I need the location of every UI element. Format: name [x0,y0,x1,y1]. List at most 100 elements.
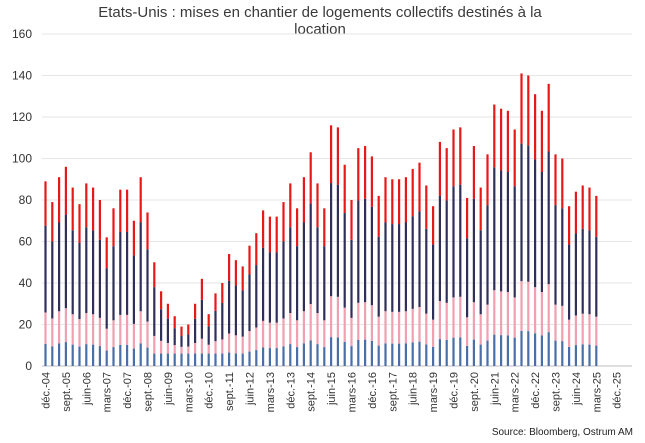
bar-segment [547,83,550,152]
bar-segment [268,216,271,253]
bar-segment [330,296,333,338]
bar-segment [479,230,482,315]
bar-segment [581,313,584,345]
x-tick-label: mars-10 [183,372,195,412]
bar-23 [200,278,203,366]
chart-title-line-1: Etats-Unis : mises en chantier de logeme… [98,4,542,21]
bar-segment [207,353,210,366]
bar-segment [350,239,353,318]
bar-segment [200,299,203,339]
bar-segment [377,345,380,366]
bar-segment [173,345,176,354]
bar-67 [500,108,503,366]
bar-segment [241,353,244,366]
bar-segment [452,186,455,298]
x-tick-label: sept.-23 [551,372,563,412]
bar-segment [119,189,122,232]
bar-segment [166,353,169,366]
bar-segment [105,328,108,351]
bar-segment [296,246,299,321]
bar-segment [384,343,387,366]
bar-segment [64,308,67,343]
bar-segment [547,332,550,366]
bar-15 [146,212,149,366]
x-tick-label: mars-19 [428,372,440,412]
bar-segment [234,260,237,286]
bar-46 [357,148,360,366]
bar-16 [153,262,156,366]
bar-segment [268,348,271,366]
bar-59 [445,148,448,366]
bar-40 [316,183,319,366]
bar-segment [180,336,183,347]
bar-80 [588,187,591,366]
bar-segment [200,338,203,354]
bar-segment [166,342,169,354]
bar-segment [554,304,557,341]
bar-segment [540,172,543,292]
bar-segment [241,336,244,354]
bar-segment [289,344,292,366]
bar-segment [357,148,360,201]
bar-segment [554,205,557,305]
bar-segment [44,343,47,366]
bar-34 [275,216,278,366]
bar-64 [479,187,482,366]
bar-segment [275,216,278,253]
bar-segment [466,317,469,346]
x-tick-label: déc.-16 [367,372,379,409]
bar-segment [316,344,319,366]
bar-segment [105,237,108,269]
bar-segment [336,296,339,338]
bar-segment [126,189,129,232]
bar-segment [343,307,346,342]
bar-61 [459,127,462,366]
bar-segment [398,343,401,366]
bar-segment [187,353,190,366]
bar-8 [98,200,101,366]
bar-segment [214,310,217,342]
bar-58 [438,141,441,366]
y-tick-label: 40 [19,276,33,290]
y-tick-label: 120 [12,110,32,124]
bar-segment [228,253,231,281]
bar-4 [71,187,74,366]
bar-segment [411,308,414,343]
bar-segment [506,110,509,173]
bar-segment [377,195,380,237]
bar-20 [180,326,183,366]
bar-75 [554,154,557,366]
bar-segment [262,210,265,248]
bar-segment [153,287,156,336]
x-tick-label: sept.-11 [224,372,236,411]
bar-segment [350,317,353,347]
bar-segment [438,141,441,196]
bar-segment [228,352,231,366]
bar-78 [574,191,577,366]
bar-segment [85,227,88,314]
x-tick-label: juin-24 [571,372,583,406]
bar-segment [58,343,61,366]
y-axis-ticks: 0 20 40 60 80 100 120 140 160 [12,27,32,373]
bar-segment [595,316,598,346]
bar-segment [391,224,394,312]
bar-segment [568,244,571,320]
x-tick-label: sept.-05 [61,372,73,412]
bar-segment [255,233,258,266]
y-tick-label: 0 [25,359,32,373]
bar-segment [404,222,407,312]
bar-segment [506,172,509,292]
bar-segment [364,146,367,199]
bar-segment [139,222,142,312]
bar-segment [506,335,509,366]
bar-3 [64,166,67,366]
x-tick-label: déc.-04 [41,372,53,409]
bar-29 [241,266,244,366]
bar-68 [506,110,509,366]
bar-segment [112,320,115,348]
bar-segment [595,236,598,317]
bar-segment [370,206,373,306]
bar-segment [119,231,122,315]
bar-segment [466,197,469,239]
bar-segment [425,228,428,314]
